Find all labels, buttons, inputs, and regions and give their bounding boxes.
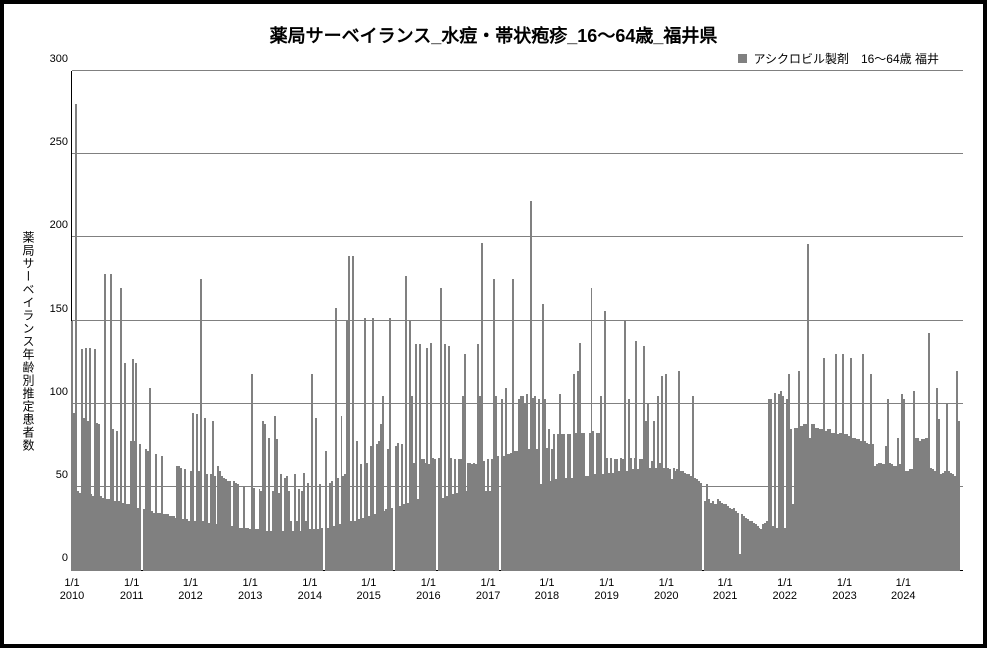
legend: アシクロビル製剤 16～64歳 福井 <box>18 50 969 67</box>
bar <box>434 459 436 571</box>
bar <box>139 444 141 571</box>
plot-area: 0501001502002503001/120101/120111/120121… <box>71 71 963 611</box>
bar <box>391 508 393 571</box>
x-tick-label: 1/12010 <box>60 577 84 605</box>
bar <box>497 456 499 571</box>
y-tick-label: 150 <box>38 303 68 315</box>
x-tick-label: 1/12020 <box>654 577 678 605</box>
chart-body: 薬局サーベイランス年齢別推定患者数 0501001502002503001/12… <box>18 71 969 611</box>
bar <box>700 483 702 571</box>
y-tick-label: 100 <box>38 386 68 398</box>
y-tick-label: 50 <box>38 469 68 481</box>
x-tick-label: 1/12018 <box>535 577 559 605</box>
chart-title: 薬局サーベイランス_水痘・帯状疱疹_16～64歳_福井県 <box>18 22 969 48</box>
x-tick-label: 1/12022 <box>773 577 797 605</box>
x-tick-label: 1/12019 <box>594 577 618 605</box>
bar <box>321 528 323 571</box>
x-tick-label: 1/12021 <box>713 577 737 605</box>
bars-container <box>71 71 963 571</box>
legend-marker <box>738 54 747 63</box>
y-tick-label: 0 <box>38 552 68 564</box>
x-tick-label: 1/12014 <box>298 577 322 605</box>
y-tick-label: 200 <box>38 219 68 231</box>
chart-frame: 薬局サーベイランス_水痘・帯状疱疹_16～64歳_福井県 アシクロビル製剤 16… <box>0 0 987 648</box>
x-tick-label: 1/12012 <box>178 577 202 605</box>
y-tick-label: 250 <box>38 136 68 148</box>
x-tick-label: 1/12023 <box>832 577 856 605</box>
x-tick-label: 1/12016 <box>416 577 440 605</box>
x-tick-label: 1/12017 <box>476 577 500 605</box>
x-tick-label: 1/12015 <box>356 577 380 605</box>
legend-label: アシクロビル製剤 16～64歳 福井 <box>753 52 939 66</box>
y-tick-label: 300 <box>38 53 68 65</box>
y-axis-label: 薬局サーベイランス年齢別推定患者数 <box>18 71 39 611</box>
x-tick-label: 1/12011 <box>120 577 144 605</box>
x-tick-label: 1/12024 <box>891 577 915 605</box>
bar <box>958 421 960 571</box>
x-tick-label: 1/12013 <box>238 577 262 605</box>
